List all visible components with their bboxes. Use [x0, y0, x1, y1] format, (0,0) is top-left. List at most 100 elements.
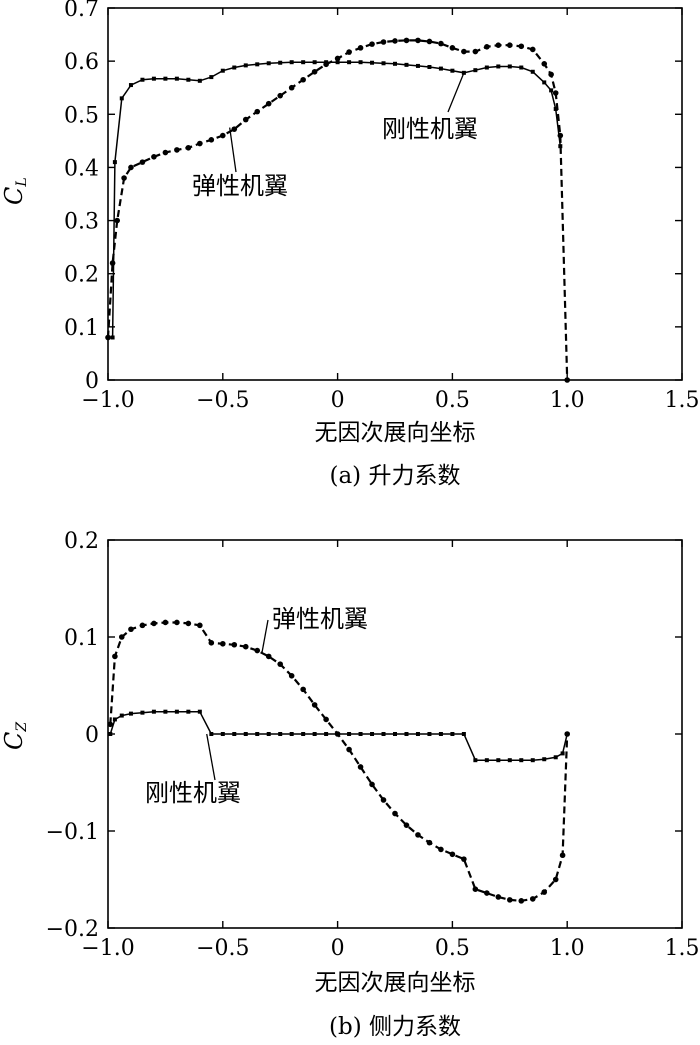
annotation-label-rigid: 刚性机翼 [145, 779, 241, 807]
y-axis-label-main: C [0, 732, 28, 750]
elastic-wing-point [231, 126, 238, 132]
rigid-wing-point [415, 732, 420, 736]
rigid-wing-point [438, 66, 443, 71]
elastic-wing-point [438, 846, 444, 853]
elastic-wing-point [518, 898, 525, 904]
elastic-wing-point [323, 716, 329, 723]
elastic-wing-point [208, 136, 215, 143]
axis-ticks: −1.0 −0.5 0 0.5 1.0 1.5 0 0.1 0.2 0.3 0.4 0.5 0.6 0.7 [64, 0, 700, 413]
rigid-wing-point [220, 732, 225, 736]
annotation-leaders [229, 72, 465, 173]
elastic-wing-point [139, 622, 146, 629]
rigid-wing-point [530, 69, 535, 74]
y-tick-label: 0 [85, 723, 99, 748]
rigid-wing-point [128, 711, 133, 716]
rigid-wing-point [197, 78, 202, 83]
rigid-wing-point [496, 758, 501, 763]
series-markers [105, 37, 570, 383]
annotation-leader-line [229, 127, 237, 173]
rigid-wing-point [232, 732, 237, 736]
x-tick-label: 0 [331, 936, 345, 961]
elastic-wing-point [438, 40, 444, 47]
elastic-wing-point [392, 38, 398, 44]
rigid-wing-point [312, 60, 317, 65]
elastic-wing-point [552, 876, 559, 883]
rigid-wing-point [381, 61, 386, 66]
rigid-wing-point [197, 709, 202, 714]
rigid-wing-point [186, 709, 191, 714]
elastic-wing-point [242, 643, 249, 650]
y-tick-label: −0.1 [46, 820, 99, 845]
elastic-wing-point [311, 68, 318, 75]
elastic-wing-point [208, 640, 215, 646]
elastic-wing-point [472, 48, 479, 55]
rigid-wing-point [335, 60, 340, 65]
rigid-wing-point [110, 335, 115, 340]
elastic-wing-point [265, 100, 272, 107]
panel-caption: (a) 升力系数 [330, 463, 461, 489]
rigid-wing-point [255, 732, 260, 736]
elastic-wing-point [380, 797, 387, 803]
y-axis-label: CL [0, 177, 30, 205]
rigid-wing-point [255, 62, 260, 67]
elastic-wing-point [564, 731, 570, 737]
elastic-wing-point [529, 896, 536, 902]
elastic-wing-point [128, 164, 134, 171]
elastic-wing-point [185, 144, 192, 151]
x-tick-label: −1.0 [81, 936, 134, 961]
rigid-wing-point [278, 60, 283, 65]
rigid-wing-point [266, 732, 271, 736]
elastic-wing-point [300, 686, 306, 693]
rigid-wing-point [151, 709, 156, 714]
elastic-wing-point [548, 71, 554, 78]
rigid-wing-point [393, 732, 397, 736]
elastic-wing-point [346, 746, 352, 753]
elastic-wing-point [541, 889, 548, 895]
y-tick-label: 0.7 [64, 0, 99, 22]
rigid-wing-point [151, 76, 156, 81]
plot-frame [107, 7, 683, 381]
rigid-wing-point [427, 64, 432, 69]
rigid-wing-point [119, 713, 124, 718]
y-axis-label-sub: L [14, 177, 30, 187]
rigid-wing-point [404, 62, 409, 67]
rigid-wing-point [112, 160, 117, 165]
x-axis-label: 无因次展向坐标 [315, 970, 476, 996]
elastic-wing-point [484, 43, 490, 50]
elastic-wing-point [197, 140, 203, 147]
elastic-wing-point [128, 626, 134, 633]
annotation-leader-line [206, 733, 216, 781]
elastic-wing-point [105, 334, 111, 341]
side-force-coefficient-panel: −1.0 −0.5 0 0.5 1.0 1.5 −0.2 −0.1 0 0.1 0.2 CZ 弹性机… [0, 529, 700, 1040]
elastic-wing-point [334, 55, 341, 62]
elastic-wing-point [288, 84, 295, 91]
elastic-wing-point [118, 634, 125, 640]
elastic-wing-point [151, 154, 157, 160]
y-tick-label: 0.5 [64, 103, 99, 128]
lift-coefficient-panel: −1.0 −0.5 0 0.5 1.0 1.5 0 0.1 0.2 0.3 0.4 0.5 0.6 0.7… [0, 0, 700, 489]
elastic-wing-point [109, 260, 116, 266]
elastic-wing-point [197, 622, 203, 629]
y-tick-label: 0 [85, 369, 99, 394]
elastic-wing-point [461, 856, 467, 862]
rigid-wing-point [163, 709, 168, 714]
rigid-wing-point [370, 732, 375, 736]
rigid-wing-point [484, 758, 489, 763]
elastic-wing-point [300, 76, 306, 83]
rigid-wing-point [519, 65, 524, 70]
elastic-wing-point [139, 159, 146, 165]
elastic-wing-point [162, 149, 169, 156]
rigid-wing-point [301, 732, 306, 736]
x-tick-label: 0.5 [435, 936, 470, 961]
rigid-wing-line [111, 61, 562, 338]
elastic-wing-point [507, 42, 513, 48]
x-tick-label: −0.5 [196, 388, 249, 413]
rigid-wing-point [140, 710, 145, 715]
rigid-wing-point [549, 88, 554, 93]
elastic-wing-point [449, 45, 456, 51]
y-tick-label: 0.4 [64, 156, 99, 181]
axis-ticks: −1.0 −0.5 0 0.5 1.0 1.5 −0.2 −0.1 0 0.1 0.2 [46, 529, 700, 961]
elastic-wing-point [231, 641, 238, 648]
x-tick-label: −0.5 [196, 936, 249, 961]
x-axis-label: 无因次展向坐标 [315, 420, 476, 446]
